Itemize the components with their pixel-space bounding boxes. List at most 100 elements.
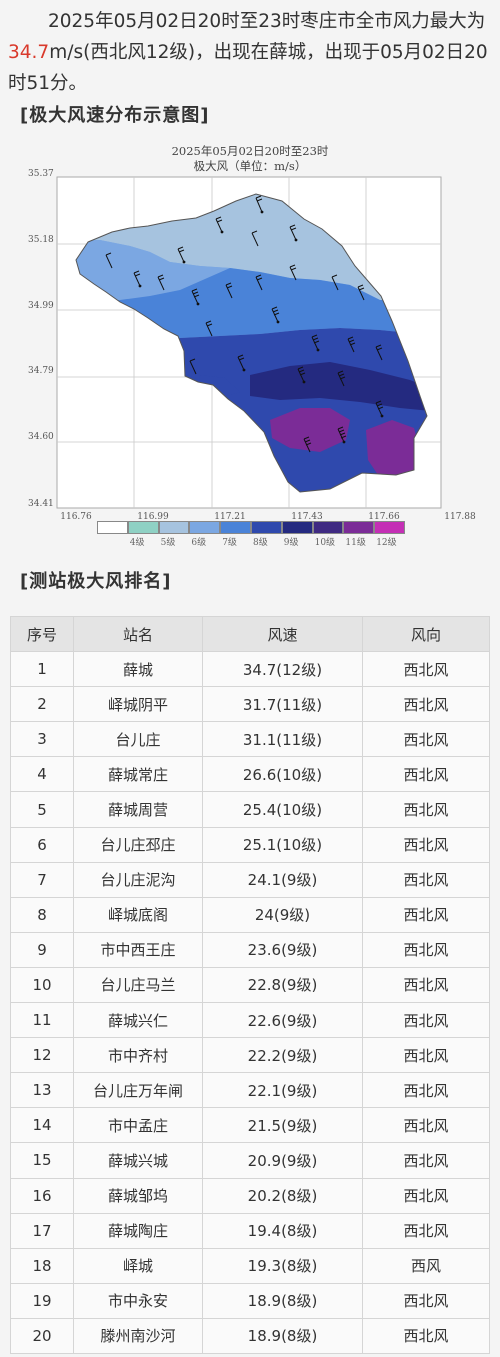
rank-cell: 15	[10, 1142, 74, 1179]
rank-cell: 1	[10, 651, 74, 688]
rank-cell: 18	[10, 1247, 74, 1284]
rank-cell: 6	[10, 826, 74, 863]
col-header-station: 站名	[73, 615, 203, 653]
speed-cell: 20.9(9级)	[202, 1142, 363, 1179]
rank-cell: 19	[10, 1282, 74, 1319]
table-row: 16 薛城邹坞 20.2(8级) 西北风	[10, 1177, 490, 1214]
station-cell: 台儿庄万年闸	[73, 1072, 203, 1109]
table-row: 6 台儿庄邳庄 25.1(10级) 西北风	[10, 826, 490, 863]
speed-cell: 24(9级)	[202, 896, 363, 933]
speed-cell: 25.1(10级)	[202, 826, 363, 863]
direction-cell: 西北风	[362, 931, 490, 968]
speed-cell: 25.4(10级)	[202, 791, 363, 828]
rank-cell: 12	[10, 1037, 74, 1074]
direction-cell: 西北风	[362, 1107, 490, 1144]
table-row: 11 薛城兴仁 22.6(9级) 西北风	[10, 1002, 490, 1039]
direction-cell: 西北风	[362, 861, 490, 898]
direction-cell: 西北风	[362, 651, 490, 688]
legend-swatch	[312, 521, 344, 534]
speed-cell: 22.1(9级)	[202, 1072, 363, 1109]
lat-tick: 34.60	[28, 432, 54, 442]
direction-cell: 西风	[362, 1247, 490, 1284]
direction-cell: 西北风	[362, 826, 490, 863]
table-row: 13 台儿庄万年闸 22.1(9级) 西北风	[10, 1072, 490, 1109]
station-cell: 薛城	[73, 651, 203, 688]
speed-cell: 19.3(8级)	[202, 1247, 363, 1284]
station-cell: 薛城兴仁	[73, 1002, 203, 1039]
legend-swatch	[189, 521, 221, 534]
legend-swatch	[220, 521, 251, 534]
direction-cell: 西北风	[362, 686, 490, 723]
rank-cell: 8	[10, 896, 74, 933]
speed-cell: 22.8(9级)	[202, 966, 363, 1004]
table-row: 19 市中永安 18.9(8级) 西北风	[10, 1282, 490, 1319]
station-cell: 台儿庄泥沟	[73, 861, 203, 898]
col-header-direction: 风向	[362, 615, 490, 653]
station-cell: 台儿庄邳庄	[73, 826, 203, 863]
direction-cell: 西北风	[362, 721, 490, 758]
rank-cell: 3	[10, 721, 74, 758]
lon-tick: 116.99	[137, 512, 169, 522]
lon-tick: 117.66	[368, 512, 400, 522]
rank-cell: 4	[10, 756, 74, 793]
station-cell: 滕州南沙河	[73, 1317, 203, 1354]
table-row: 1 薛城 34.7(12级) 西北风	[10, 651, 490, 688]
legend-swatch	[127, 521, 159, 534]
rank-cell: 10	[10, 966, 74, 1004]
legend-swatch	[281, 521, 313, 534]
station-cell: 薛城邹坞	[73, 1177, 203, 1214]
col-header-rank: 序号	[10, 615, 74, 653]
summary-text-1: 2025年05月02日20时至23时枣庄市全市风力最大为	[48, 11, 486, 32]
table-row: 4 薛城常庄 26.6(10级) 西北风	[10, 756, 490, 793]
rank-cell: 20	[10, 1317, 74, 1354]
table-row: 5 薛城周营 25.4(10级) 西北风	[10, 791, 490, 828]
table-row: 10 台儿庄马兰 22.8(9级) 西北风	[10, 966, 490, 1004]
table-row: 18 峄城 19.3(8级) 西风	[10, 1247, 490, 1284]
legend-swatch	[251, 521, 282, 534]
table-row: 17 薛城陶庄 19.4(8级) 西北风	[10, 1212, 490, 1249]
direction-cell: 西北风	[362, 896, 490, 933]
lon-tick: 117.43	[291, 512, 323, 522]
speed-cell: 18.9(8级)	[202, 1317, 363, 1354]
lon-tick: 117.21	[214, 512, 246, 522]
summary-paragraph: 2025年05月02日20时至23时枣庄市全市风力最大为 34.7m/s(西北风1…	[8, 6, 494, 99]
legend-label: 10级	[314, 538, 336, 548]
direction-cell: 西北风	[362, 1037, 490, 1074]
table-row: 15 薛城兴城 20.9(9级) 西北风	[10, 1142, 490, 1179]
station-cell: 薛城常庄	[73, 756, 203, 793]
speed-cell: 26.6(10级)	[202, 756, 363, 793]
station-cell: 峄城阴平	[73, 686, 203, 723]
direction-cell: 西北风	[362, 756, 490, 793]
rank-cell: 9	[10, 931, 74, 968]
station-cell: 峄城	[73, 1247, 203, 1284]
station-cell: 薛城周营	[73, 791, 203, 828]
direction-cell: 西北风	[362, 1142, 490, 1179]
lon-tick-labels: 116.76 116.99 117.21 117.43 117.66 117.8…	[60, 512, 476, 522]
station-cell: 薛城兴城	[73, 1142, 203, 1179]
direction-cell: 西北风	[362, 1212, 490, 1249]
lon-tick: 117.88	[444, 512, 476, 522]
speed-cell: 22.6(9级)	[202, 1002, 363, 1039]
col-header-speed: 风速	[202, 615, 363, 653]
direction-cell: 西北风	[362, 1072, 490, 1109]
table-header-row: 序号 站名 风速 风向	[10, 615, 490, 653]
rank-cell: 17	[10, 1212, 74, 1249]
map-title-line2: 极大风（单位：m/s）	[193, 159, 307, 173]
rank-cell: 16	[10, 1177, 74, 1214]
direction-cell: 西北风	[362, 1002, 490, 1039]
direction-cell: 西北风	[362, 791, 490, 828]
direction-cell: 西北风	[362, 1177, 490, 1214]
station-cell: 台儿庄	[73, 721, 203, 758]
station-cell: 市中孟庄	[73, 1107, 203, 1144]
summary-text-2: m/s(西北风12级)，出现在薛城，出现于05月02日20时51分。	[8, 42, 488, 94]
legend-swatch	[374, 521, 405, 534]
legend-swatch	[97, 521, 128, 534]
lat-tick-labels: 35.37 35.18 34.99 34.79 34.60 34.41	[28, 169, 54, 509]
table-row: 12 市中齐村 22.2(9级) 西北风	[10, 1037, 490, 1074]
direction-cell: 西北风	[362, 1317, 490, 1354]
rank-cell: 11	[10, 1002, 74, 1039]
lat-tick: 35.18	[28, 235, 54, 245]
legend-label: 11级	[345, 538, 366, 548]
lat-tick: 34.99	[28, 301, 54, 311]
direction-cell: 西北风	[362, 1282, 490, 1319]
